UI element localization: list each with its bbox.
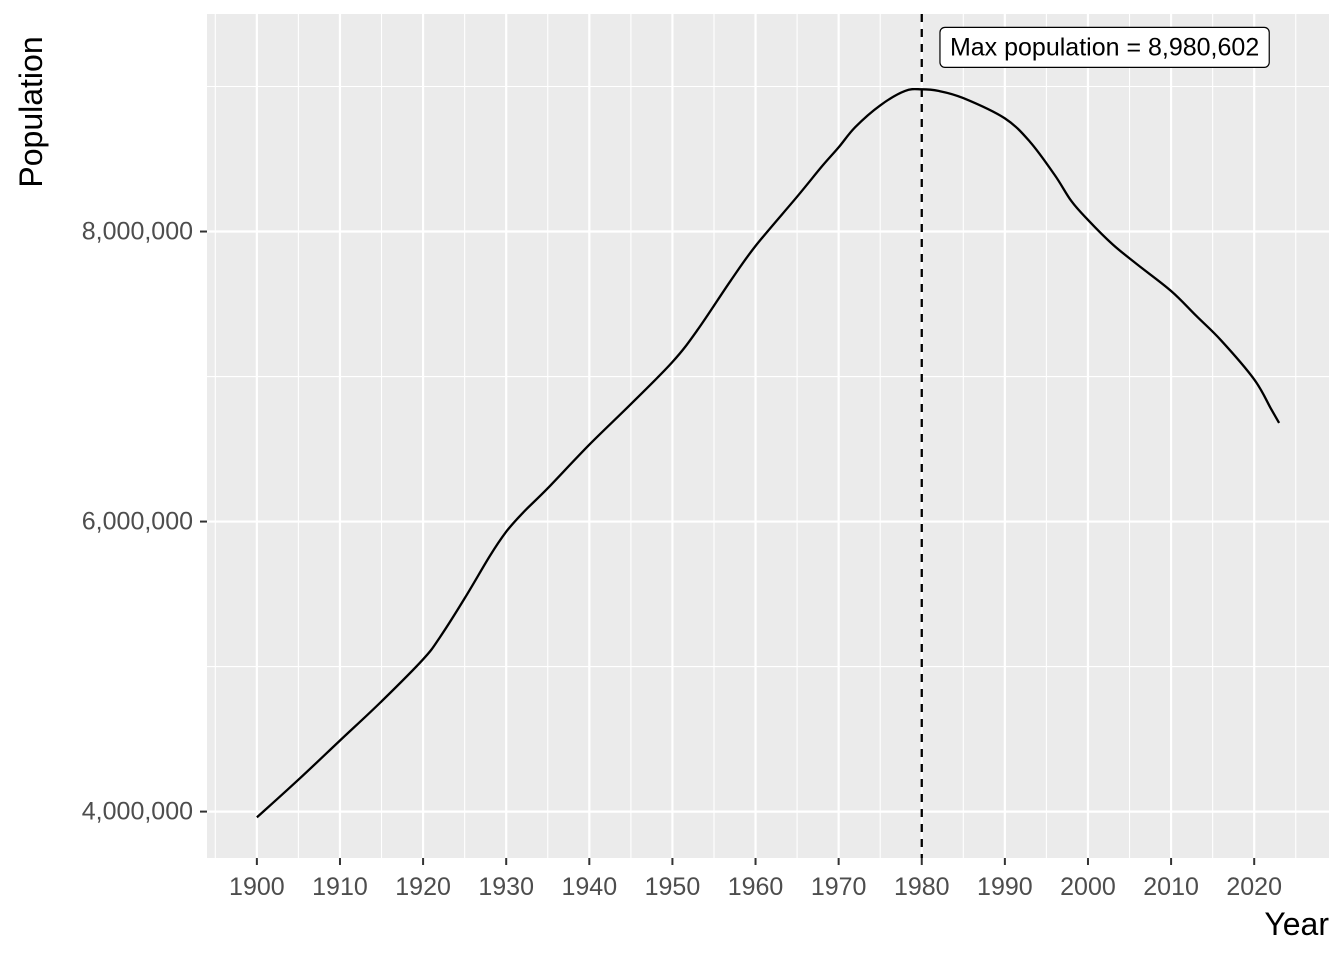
y-tick-label: 6,000,000 (82, 508, 193, 536)
x-tick-label: 1930 (478, 873, 534, 901)
x-axis: 1900 1910 1920 1930 1940 1950 1960 1970 1980 1990… (229, 858, 1282, 901)
annotation-box (939, 26, 1270, 68)
annotation-layer: Max population = 8,980,602 (939, 26, 1270, 68)
x-tick-label: 1900 (229, 873, 285, 901)
y-tick-label: 8,000,000 (82, 218, 193, 246)
x-tick-label: 1980 (894, 873, 950, 901)
y-axis: 4,000,000 6,000,000 8,000,000 (82, 218, 207, 826)
x-tick-label: 1910 (312, 873, 368, 901)
x-tick-label: 1960 (728, 873, 784, 901)
x-tick-label: 2010 (1143, 873, 1199, 901)
x-tick-label: 1950 (645, 873, 701, 901)
x-axis-title: Year (1264, 906, 1329, 942)
y-axis-title: Population (13, 36, 49, 187)
x-tick-label: 1920 (395, 873, 451, 901)
x-tick-label: 1970 (811, 873, 867, 901)
x-tick-label: 2000 (1060, 873, 1116, 901)
x-tick-label: 1990 (977, 873, 1033, 901)
minor-gridlines (207, 14, 1329, 858)
population-series-line (256, 87, 1281, 819)
plot-panel (207, 14, 1329, 858)
series-layer (256, 87, 1281, 819)
annotation-label: Max population = 8,980,602 (950, 33, 1259, 61)
x-tick-label: 1940 (561, 873, 617, 901)
major-gridlines (207, 14, 1329, 858)
y-tick-label: 4,000,000 (82, 798, 193, 826)
x-tick-label: 2020 (1226, 873, 1282, 901)
